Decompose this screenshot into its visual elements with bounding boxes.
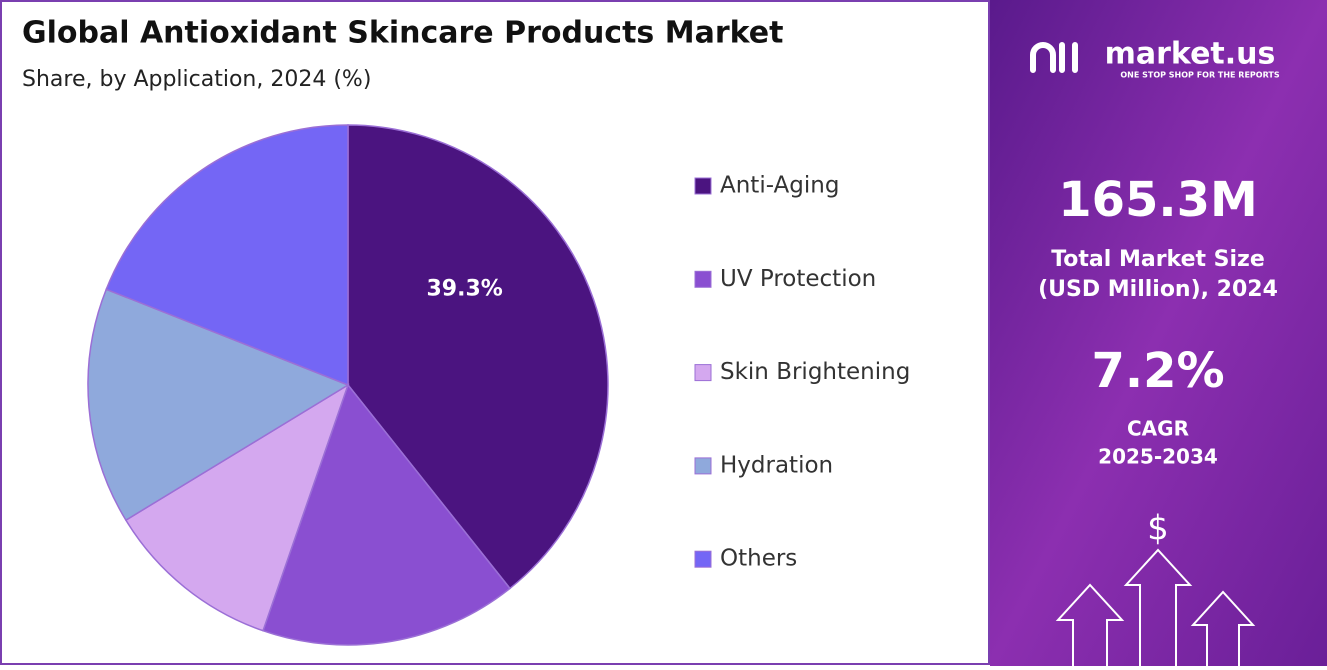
arrows: [1055, 548, 1256, 666]
pie-slice: [262, 383, 511, 646]
cagr-period: 2025-2034: [1098, 445, 1218, 469]
cagr: 7.2%: [1091, 343, 1224, 399]
brand: market.us: [1105, 37, 1276, 72]
pie-slice: [87, 288, 350, 522]
data-label: 39.3%: [427, 276, 503, 301]
logo-mark: [1030, 42, 1078, 73]
arrow: [1123, 548, 1193, 666]
pie-slice: [124, 383, 350, 632]
legend-swatch: [694, 270, 712, 288]
logo: [1059, 42, 1078, 73]
legend-label: Anti-Aging: [720, 173, 839, 199]
dollar-icon: $: [1147, 509, 1169, 549]
legend-label: Others: [720, 546, 797, 572]
market-size-unit: (USD Million), 2024: [1038, 277, 1278, 302]
cagr-label: CAGR: [1127, 417, 1189, 441]
legend-swatch: [694, 457, 712, 475]
arrow: [1190, 590, 1256, 666]
legend-label: Skin Brightening: [720, 359, 910, 385]
market-size-label: Total Market Size: [1051, 247, 1265, 272]
legend-label: Hydration: [720, 452, 833, 478]
arrow: [1055, 583, 1125, 666]
logo: [1030, 42, 1056, 73]
tagline: ONE STOP SHOP FOR THE REPORTS: [1120, 71, 1279, 80]
side-panel: [990, 0, 1327, 666]
pie-slice: [105, 124, 349, 387]
pie-slice: [347, 124, 609, 590]
legend-swatch: [694, 364, 712, 382]
chart-subtitle: Share, by Application, 2024 (%): [22, 67, 371, 92]
panel-text: market.us ONE STOP SHOP FOR THE REPORTS …: [1038, 37, 1280, 549]
market-size: 165.3M: [1058, 172, 1258, 228]
legend-label: UV Protection: [720, 266, 876, 292]
chart-title: Global Antioxidant Skincare Products Mar…: [22, 16, 783, 51]
legend-swatch: [694, 550, 712, 568]
legend-swatch: [694, 177, 712, 195]
